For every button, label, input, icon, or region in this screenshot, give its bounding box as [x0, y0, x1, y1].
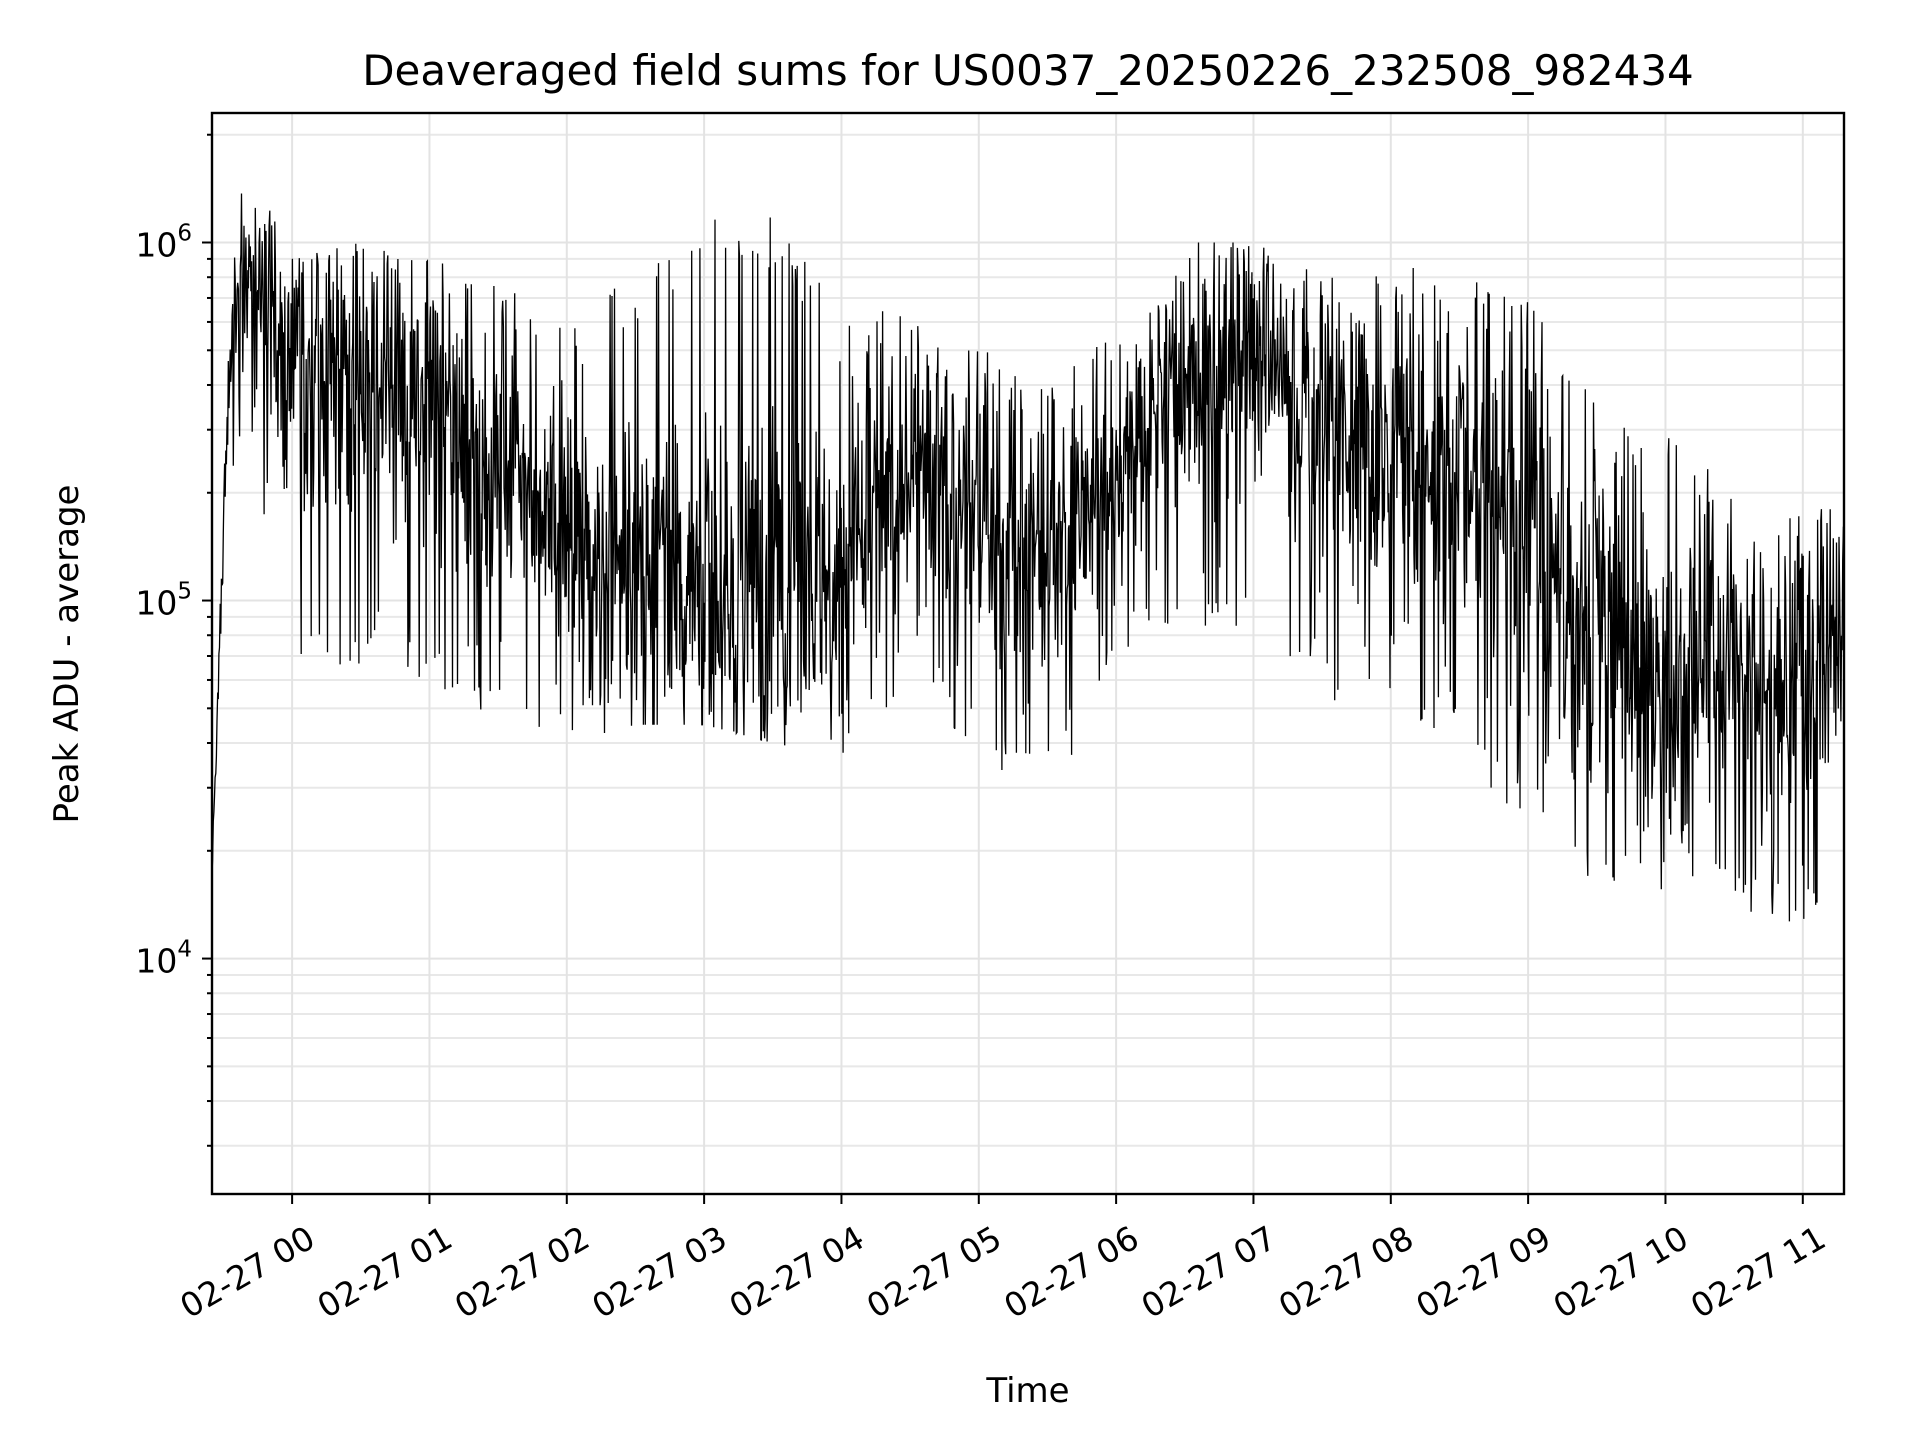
- series-layer: [211, 193, 1845, 922]
- x-tick-label-text: 02-27 10: [1547, 1218, 1695, 1326]
- x-tick-label-text: 02-27 07: [1135, 1218, 1283, 1326]
- x-tick-label-text: 02-27 02: [448, 1218, 596, 1326]
- x-tick-label: 02-27 07: [1135, 1218, 1283, 1326]
- x-tick-label: 02-27 03: [585, 1218, 733, 1326]
- y-tick-label-base: 10: [135, 584, 177, 623]
- y-axis-label: Peak ADU - average: [47, 485, 87, 824]
- y-tick-label-exponent: 6: [177, 221, 192, 247]
- x-tick-label: 02-27 04: [723, 1218, 871, 1326]
- x-tick-label: 02-27 05: [860, 1218, 1008, 1326]
- y-tick-label-exponent: 5: [177, 579, 192, 605]
- x-tick-label-text: 02-27 00: [173, 1218, 321, 1326]
- y-tick-label-base: 10: [135, 226, 177, 265]
- x-tick-label: 02-27 00: [173, 1218, 321, 1326]
- chart-title: Deaveraged field sums for US0037_2025022…: [362, 46, 1694, 95]
- series-line: [211, 193, 1845, 922]
- x-tick-label-text: 02-27 05: [860, 1218, 1008, 1326]
- y-tick-label: 104: [135, 937, 192, 981]
- x-tick-label-text: 02-27 06: [997, 1218, 1145, 1326]
- x-tick-label-text: 02-27 01: [311, 1218, 459, 1326]
- x-tick-label-text: 02-27 03: [585, 1218, 733, 1326]
- x-axis-label: Time: [985, 1371, 1069, 1411]
- y-tick-label: 105: [135, 579, 192, 623]
- x-tick-label: 02-27 09: [1409, 1218, 1557, 1326]
- x-tick-label-text: 02-27 08: [1272, 1218, 1420, 1326]
- x-tick-label: 02-27 08: [1272, 1218, 1420, 1326]
- x-tick-label: 02-27 10: [1547, 1218, 1695, 1326]
- x-tick-label: 02-27 02: [448, 1218, 596, 1326]
- x-tick-label: 02-27 01: [311, 1218, 459, 1326]
- x-tick-label-text: 02-27 11: [1684, 1218, 1832, 1326]
- x-tick-label-text: 02-27 04: [723, 1218, 871, 1326]
- y-tick-label-exponent: 4: [177, 937, 192, 963]
- x-tick-label-text: 02-27 09: [1409, 1218, 1557, 1326]
- y-tick-label-base: 10: [135, 942, 177, 981]
- x-tick-label: 02-27 06: [997, 1218, 1145, 1326]
- y-tick-label: 106: [135, 221, 192, 265]
- plot-frame: [210, 111, 1846, 1196]
- x-tick-label: 02-27 11: [1684, 1218, 1832, 1326]
